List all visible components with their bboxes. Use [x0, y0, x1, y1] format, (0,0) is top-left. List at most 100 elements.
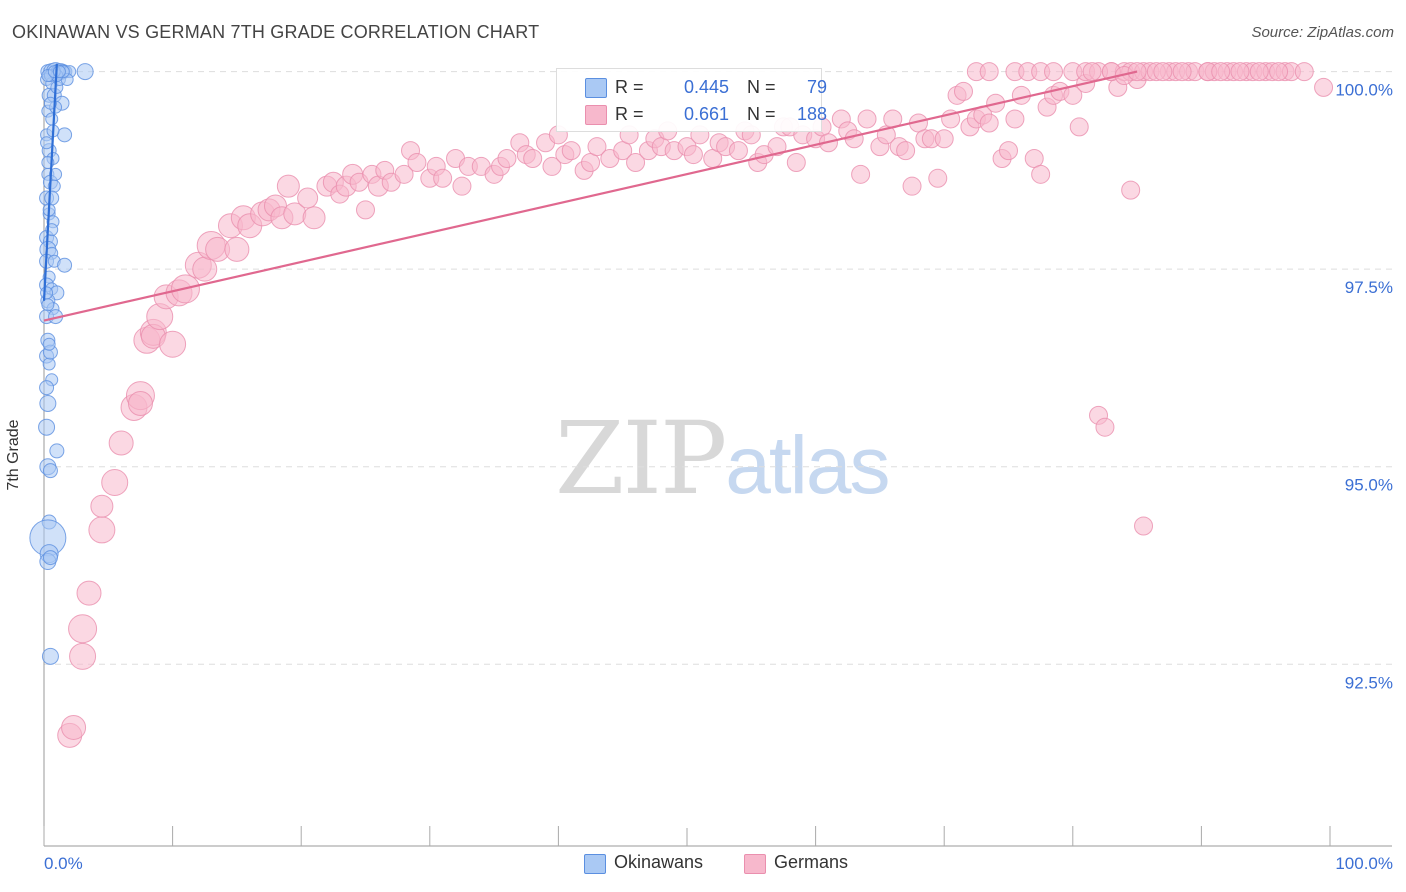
german-point	[224, 236, 250, 262]
germans-swatch	[585, 105, 607, 125]
german-point	[542, 156, 562, 176]
german-point	[1134, 516, 1154, 536]
trend-lines	[42, 63, 1138, 322]
german-point	[302, 206, 326, 230]
r-label: R =	[615, 77, 644, 97]
german-point	[928, 168, 948, 188]
german-point	[683, 145, 703, 165]
german-point	[1211, 62, 1231, 82]
okinawan-point	[57, 127, 73, 143]
okinawans-trend-line	[42, 63, 58, 301]
german-point	[297, 187, 319, 209]
okinawans-r-value: 0.445	[683, 77, 729, 97]
y-tick-label: 100.0%	[1335, 81, 1393, 100]
okinawans-n-value: 79	[806, 77, 827, 97]
okinawan-point	[49, 443, 65, 459]
german-point	[844, 129, 864, 149]
german-point	[1230, 62, 1250, 82]
okinawan-point	[38, 418, 56, 436]
german-point	[1011, 85, 1031, 105]
german-point	[934, 129, 954, 149]
german-point	[88, 516, 116, 544]
german-point	[561, 141, 581, 161]
german-point	[1005, 109, 1025, 129]
okinawans-swatch	[585, 78, 607, 98]
german-point	[407, 152, 427, 172]
okinawan-point	[42, 463, 58, 479]
german-point	[108, 430, 134, 456]
german-point	[497, 149, 517, 169]
german-point	[626, 152, 646, 172]
okinawan-point	[41, 647, 59, 665]
source-credit: Source: ZipAtlas.com	[1251, 24, 1394, 41]
okinawan-point	[49, 167, 63, 181]
german-point	[101, 469, 129, 497]
german-point	[587, 137, 607, 157]
x-tick-label-min: 0.0%	[44, 854, 83, 873]
german-point	[857, 109, 877, 129]
y-axis-label: 7th Grade	[5, 419, 22, 491]
n-label: N =	[747, 77, 776, 97]
okinawan-point	[45, 112, 59, 126]
y-tick-label: 92.5%	[1345, 673, 1393, 692]
german-point	[786, 152, 806, 172]
germans-legend-swatch	[744, 854, 766, 874]
okinawan-point	[57, 257, 73, 273]
german-point	[902, 176, 922, 196]
okinawan-point	[42, 337, 56, 351]
tick-labels: 92.5% 95.0% 97.5% 100.0% 0.0% 100.0%	[44, 81, 1393, 873]
chart-title: OKINAWAN VS GERMAN 7TH GRADE CORRELATION…	[12, 22, 540, 42]
german-point	[69, 642, 97, 670]
german-point	[851, 164, 871, 184]
okinawan-point	[39, 394, 57, 412]
okinawan-point	[42, 357, 56, 371]
german-point	[1024, 149, 1044, 169]
german-point	[523, 149, 543, 169]
stats-legend: R = 0.445 N = 79 R = 0.661 N = 188	[556, 68, 827, 132]
german-point	[1031, 164, 1051, 184]
german-point	[1249, 62, 1269, 82]
okinawans-legend-label: Okinawans	[614, 852, 704, 872]
german-point	[896, 141, 916, 161]
german-point	[1172, 62, 1192, 82]
german-point	[452, 176, 472, 196]
german-point	[1069, 117, 1089, 137]
german-point	[433, 168, 453, 188]
german-point	[61, 714, 87, 740]
german-point	[159, 330, 187, 358]
okinawan-point	[40, 286, 54, 300]
data-points	[29, 62, 1334, 748]
x-tick-label-max: 100.0%	[1335, 854, 1393, 873]
german-point	[276, 174, 300, 198]
german-point	[1044, 62, 1064, 82]
germans-legend-label: Germans	[774, 852, 849, 872]
german-point	[394, 164, 414, 184]
germans-r-value: 0.661	[683, 104, 729, 124]
german-point	[127, 390, 153, 416]
okinawan-point	[40, 136, 54, 150]
germans-trend-line	[43, 70, 1138, 322]
german-point	[953, 81, 973, 101]
axes	[43, 68, 1392, 847]
german-point	[68, 614, 98, 644]
german-point	[728, 141, 748, 161]
okinawans-legend-swatch	[584, 854, 606, 874]
german-point	[90, 494, 114, 518]
german-point	[1153, 62, 1173, 82]
german-point	[999, 141, 1018, 161]
y-tick-label: 95.0%	[1345, 476, 1393, 495]
german-point	[76, 580, 102, 606]
okinawan-point	[76, 63, 94, 81]
n-label: N =	[747, 104, 776, 124]
okinawan-point	[44, 190, 60, 206]
germans-n-value: 188	[796, 104, 827, 124]
german-point	[1095, 417, 1115, 437]
german-point	[767, 137, 787, 157]
german-point	[979, 113, 999, 133]
german-point	[1121, 180, 1141, 200]
german-point	[1082, 62, 1102, 82]
german-point	[356, 200, 375, 220]
german-point	[979, 62, 999, 82]
german-point	[1294, 62, 1314, 82]
